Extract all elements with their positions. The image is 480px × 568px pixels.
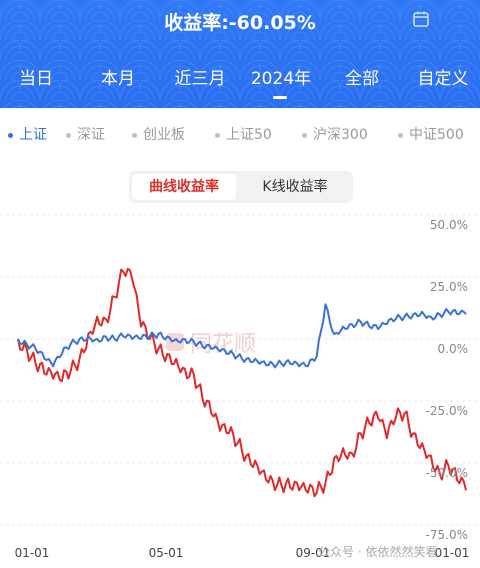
index-label: 上证 — [19, 127, 47, 143]
watermark-footer: 公众号 · 依依然然笑看 — [318, 544, 437, 559]
watermark-logo: 同花顺 — [166, 332, 256, 357]
x-tick-label: 01-01 — [15, 546, 50, 560]
index-item-shanghai[interactable]: 上证 — [8, 124, 47, 144]
index-item-csi300[interactable]: 沪深300 — [302, 124, 368, 144]
tab-three-months[interactable]: 近三月 — [174, 69, 226, 89]
y-tick-label: -50.0% — [426, 466, 468, 480]
index-item-chinext[interactable]: 创业板 — [132, 124, 185, 144]
index-dot-icon — [215, 132, 220, 138]
header-banner: 收益率:-60.05% 当日 本月 近三月 2024年 全部 自定义 — [0, 0, 480, 108]
index-label: 上证50 — [226, 127, 272, 143]
y-tick-label: 25.0% — [430, 280, 468, 294]
index-label: 中证500 — [409, 127, 464, 143]
index-label: 深证 — [77, 127, 105, 143]
chart-mode-toggle: 曲线收益率 K线收益率 — [129, 171, 353, 203]
tab-all[interactable]: 全部 — [345, 69, 379, 89]
tab-this-month[interactable]: 本月 — [101, 69, 135, 89]
tab-custom[interactable]: 自定义 — [417, 69, 469, 89]
index-dot-icon — [302, 132, 307, 138]
index-dot-icon — [8, 132, 13, 138]
index-item-csi500[interactable]: 中证500 — [398, 124, 464, 144]
index-dot-icon — [132, 132, 137, 138]
curve-return-option[interactable]: 曲线收益率 — [132, 174, 236, 200]
y-tick-label: 0.0% — [438, 342, 469, 356]
kline-return-option[interactable]: K线收益率 — [262, 179, 328, 195]
index-selector: 上证 深证 创业板 上证50 沪深300 中证500 — [0, 124, 480, 146]
index-dot-icon — [66, 132, 71, 138]
portfolio-return-line — [17, 267, 467, 498]
active-tab-indicator — [273, 96, 287, 99]
watermark-logo-text: 同花顺 — [190, 332, 256, 357]
index-label: 沪深300 — [313, 127, 368, 143]
y-tick-label: 50.0% — [430, 218, 468, 232]
y-tick-label: -75.0% — [426, 528, 468, 542]
period-tabs: 当日 本月 近三月 2024年 全部 自定义 — [0, 64, 480, 94]
tab-2024[interactable]: 2024年 — [250, 69, 312, 89]
index-item-sse50[interactable]: 上证50 — [215, 124, 272, 144]
calendar-icon[interactable] — [412, 10, 430, 28]
x-tick-label: 01-01 — [435, 546, 470, 560]
tab-today[interactable]: 当日 — [19, 69, 53, 89]
x-tick-label: 05-01 — [149, 546, 184, 560]
index-label: 创业板 — [143, 127, 185, 143]
wave-pattern — [0, 0, 480, 108]
y-tick-label: -25.0% — [426, 404, 468, 418]
index-return-line — [17, 303, 467, 369]
x-tick-label: 09-01 — [296, 546, 331, 560]
return-rate-title: 收益率:-60.05% — [164, 12, 316, 34]
return-chart: 同花顺 50.0% 25.0% 0.0% -25.0% -50.0% -75.0% 01-… — [0, 205, 480, 568]
index-dot-icon — [398, 132, 403, 138]
return-chart-svg: 同花顺 50.0% 25.0% 0.0% -25.0% -50.0% -75.0% 01-… — [0, 214, 480, 560]
index-item-shenzhen[interactable]: 深证 — [66, 124, 105, 144]
